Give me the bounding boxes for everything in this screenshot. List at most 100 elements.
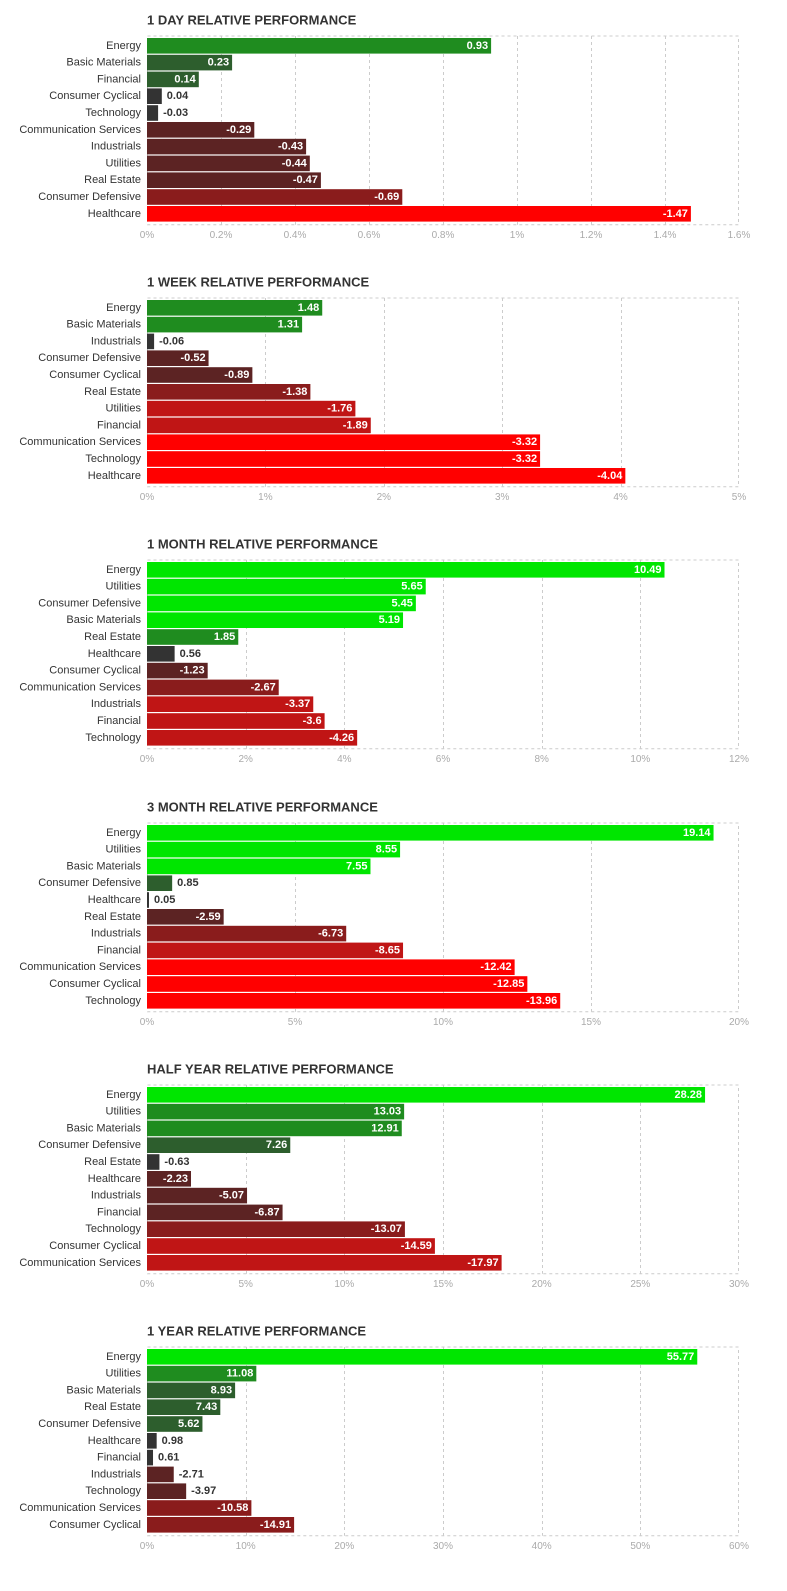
category-label: Healthcare (88, 470, 141, 482)
bar (147, 1153, 160, 1170)
bar (147, 730, 358, 746)
x-tick-label: 20% (532, 1279, 552, 1290)
bar (147, 1483, 187, 1499)
value-label: 1.48 (298, 302, 319, 314)
bar (147, 1433, 157, 1449)
category-label: Utilities (106, 1368, 142, 1380)
category-label: Financial (97, 944, 141, 956)
category-label: Utilities (106, 581, 142, 593)
x-tick-label: 0.8% (432, 230, 455, 241)
bar (147, 333, 155, 350)
bar (147, 908, 224, 925)
category-label: Consumer Defensive (38, 352, 141, 364)
value-label: -8.65 (375, 944, 400, 956)
x-tick-label: 5% (732, 492, 747, 503)
x-tick-label: 5% (238, 1279, 253, 1290)
value-label: -0.63 (164, 1156, 189, 1168)
value-label: 13.03 (374, 1105, 402, 1117)
bar (147, 646, 175, 662)
value-label: 8.93 (211, 1384, 232, 1396)
category-label: Healthcare (88, 1435, 141, 1447)
category-label: Basic Materials (66, 1122, 141, 1134)
value-label: -12.42 (480, 961, 511, 973)
value-label: -5.07 (219, 1189, 244, 1201)
value-label: -3.32 (512, 436, 537, 448)
bar (147, 1120, 402, 1136)
value-label: -0.44 (282, 157, 308, 169)
value-label: -2.71 (179, 1468, 204, 1480)
x-tick-label: 10% (334, 1279, 354, 1290)
value-label: 5.19 (379, 615, 400, 627)
bar (147, 1365, 257, 1382)
category-label: Basic Materials (66, 860, 141, 872)
value-label: 0.98 (162, 1435, 183, 1447)
value-label: 11.08 (226, 1368, 253, 1380)
category-label: Healthcare (88, 1173, 141, 1185)
value-label: -0.06 (159, 336, 184, 348)
value-label: -0.52 (180, 352, 205, 364)
category-label: Consumer Defensive (38, 1418, 141, 1430)
bar (147, 189, 403, 205)
bar (147, 1500, 252, 1516)
value-label: 0.23 (208, 57, 229, 69)
value-label: 7.55 (346, 860, 367, 872)
value-label: -1.76 (327, 403, 352, 415)
x-tick-label: 30% (433, 1541, 453, 1552)
x-tick-label: 10% (630, 754, 650, 765)
bar (147, 1517, 295, 1533)
x-tick-label: 5% (288, 1016, 303, 1027)
value-label: 10.49 (634, 564, 662, 576)
x-tick-label: 0.6% (358, 230, 381, 241)
value-label: -4.04 (597, 470, 623, 482)
category-label: Technology (85, 107, 141, 119)
category-label: Real Estate (84, 631, 141, 643)
category-label: Utilities (106, 843, 142, 855)
value-label: -17.97 (467, 1257, 498, 1269)
value-label: 0.61 (158, 1452, 179, 1464)
category-label: Real Estate (84, 386, 141, 398)
value-label: 0.04 (167, 90, 189, 102)
category-label: Financial (97, 420, 141, 432)
category-label: Energy (106, 564, 141, 576)
value-label: -0.03 (163, 107, 188, 119)
category-label: Energy (106, 826, 141, 838)
bar (147, 612, 404, 629)
value-label: -1.47 (663, 208, 688, 220)
value-label: -13.96 (526, 994, 557, 1006)
category-label: Consumer Cyclical (49, 1240, 141, 1252)
value-label: -3.32 (512, 453, 537, 465)
x-tick-label: 0% (140, 492, 155, 503)
category-label: Healthcare (88, 208, 141, 220)
x-tick-label: 1.6% (728, 230, 751, 241)
bar (147, 434, 541, 451)
x-tick-label: 12% (729, 754, 749, 765)
category-label: Communication Services (19, 1257, 141, 1269)
value-label: -1.89 (343, 420, 368, 432)
category-label: Communication Services (19, 124, 141, 136)
bar (147, 451, 541, 467)
category-label: Basic Materials (66, 57, 141, 69)
category-label: Real Estate (84, 174, 141, 186)
category-label: Communication Services (19, 1502, 141, 1514)
category-label: Healthcare (88, 648, 141, 660)
bar (147, 172, 321, 188)
chart-title: 1 MONTH RELATIVE PERFORMANCE (147, 537, 378, 552)
category-label: Technology (85, 1223, 141, 1235)
category-label: Real Estate (84, 910, 141, 922)
category-label: Utilities (106, 1105, 142, 1117)
bar (147, 384, 311, 400)
value-label: 7.43 (196, 1401, 217, 1413)
bar (147, 595, 416, 612)
category-label: Consumer Cyclical (49, 978, 141, 990)
bar (147, 1237, 435, 1254)
value-label: -2.67 (251, 682, 276, 694)
category-label: Consumer Defensive (38, 877, 141, 889)
x-tick-label: 15% (433, 1279, 453, 1290)
category-label: Utilities (106, 157, 142, 169)
bar (147, 350, 209, 367)
x-tick-label: 4% (337, 754, 352, 765)
value-label: 8.55 (376, 843, 397, 855)
value-label: 5.65 (401, 581, 422, 593)
value-label: -2.23 (163, 1173, 188, 1185)
